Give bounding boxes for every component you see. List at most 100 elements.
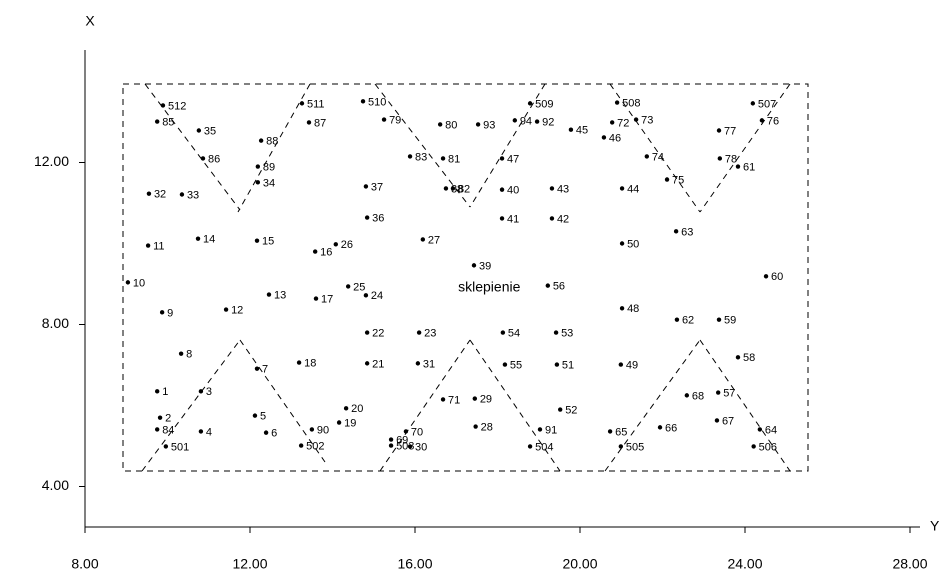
point — [252, 413, 258, 418]
point — [198, 429, 204, 434]
point — [333, 242, 338, 247]
point — [500, 330, 506, 335]
point — [440, 156, 446, 161]
point-label: 76 — [767, 115, 779, 127]
point — [568, 127, 574, 132]
point-label: 52 — [565, 404, 577, 416]
point — [472, 396, 478, 401]
y-axis-label: X — [85, 13, 95, 29]
point — [549, 216, 555, 221]
point-label: 74 — [652, 151, 664, 163]
point — [145, 243, 151, 248]
point-label: 88 — [266, 136, 278, 148]
point — [619, 186, 625, 191]
point-label: 20 — [351, 403, 363, 415]
point-label: 48 — [627, 303, 639, 315]
point-label: 3 — [206, 386, 212, 398]
point — [673, 229, 679, 234]
point — [154, 119, 160, 124]
x-tick-label: 16.00 — [397, 556, 432, 572]
point-label: 26 — [341, 239, 353, 251]
point — [537, 427, 543, 432]
point — [255, 180, 261, 185]
point — [684, 393, 690, 398]
point-label: 90 — [317, 424, 329, 436]
point — [735, 355, 741, 360]
point-label: 84 — [162, 424, 174, 436]
diagonal — [374, 83, 471, 208]
point — [299, 101, 305, 106]
point — [223, 307, 229, 312]
y-tick-label: 12.00 — [34, 153, 69, 169]
point-label: 25 — [353, 281, 365, 293]
point — [266, 292, 272, 297]
point — [363, 293, 369, 298]
point — [343, 406, 349, 411]
point — [159, 310, 165, 315]
point-label: 64 — [765, 424, 777, 436]
point-label: 93 — [483, 119, 495, 131]
point-label: 18 — [304, 357, 316, 369]
point — [619, 306, 625, 311]
point-label: 37 — [371, 181, 383, 193]
point-label: 508 — [622, 97, 640, 109]
diagonal — [609, 83, 701, 213]
point-label: 8 — [186, 349, 192, 361]
point-label: 507 — [758, 98, 776, 110]
point-label: 47 — [507, 153, 519, 165]
point-label: 79 — [389, 114, 401, 126]
point — [664, 177, 670, 182]
point-label: 44 — [627, 183, 639, 195]
point — [471, 263, 477, 268]
point-label: 506 — [759, 441, 777, 453]
point — [163, 444, 169, 449]
point-label: 51 — [562, 360, 574, 372]
point — [644, 154, 650, 159]
point-label: 1 — [162, 386, 168, 398]
point-label: 17 — [321, 293, 333, 305]
point-label: 72 — [617, 117, 629, 129]
point — [554, 362, 560, 367]
point — [440, 397, 446, 402]
point — [757, 427, 763, 432]
point-label: 501 — [171, 441, 189, 453]
point-label: 66 — [665, 422, 677, 434]
point-label: 92 — [542, 117, 554, 129]
point-label: 35 — [204, 125, 216, 137]
point — [309, 427, 315, 432]
point — [499, 216, 505, 221]
point-label: 34 — [263, 177, 275, 189]
point — [499, 187, 505, 192]
point — [437, 122, 443, 127]
point-label: 56 — [553, 281, 565, 293]
point — [178, 351, 184, 356]
point — [607, 429, 613, 434]
layout-lines — [122, 83, 809, 472]
diagonal — [141, 339, 241, 472]
point-label: 67 — [722, 415, 734, 427]
point-label: 10 — [133, 277, 145, 289]
x-tick-label: 12.00 — [232, 556, 267, 572]
point — [407, 444, 413, 449]
point-label: 42 — [557, 213, 569, 225]
point-label: 30 — [415, 441, 427, 453]
point-label: 68 — [692, 390, 704, 402]
point-label: 60 — [771, 271, 783, 283]
x-tick-label: 28.00 — [892, 556, 927, 572]
point-label: 512 — [168, 100, 186, 112]
diagonal — [699, 339, 791, 472]
annotation: sklepienie — [458, 278, 520, 294]
point-label: 69 — [396, 434, 408, 446]
point — [336, 420, 342, 425]
point-label: 57 — [723, 387, 735, 399]
point-label: 73 — [641, 114, 653, 126]
y-tick-label: 4.00 — [42, 477, 69, 493]
x-tick-label: 8.00 — [71, 556, 98, 572]
point — [499, 156, 505, 161]
point — [619, 241, 625, 246]
point — [258, 138, 264, 143]
point-label: 32 — [154, 189, 166, 201]
point — [601, 135, 607, 140]
point-label: 54 — [508, 328, 520, 340]
point — [545, 283, 551, 288]
